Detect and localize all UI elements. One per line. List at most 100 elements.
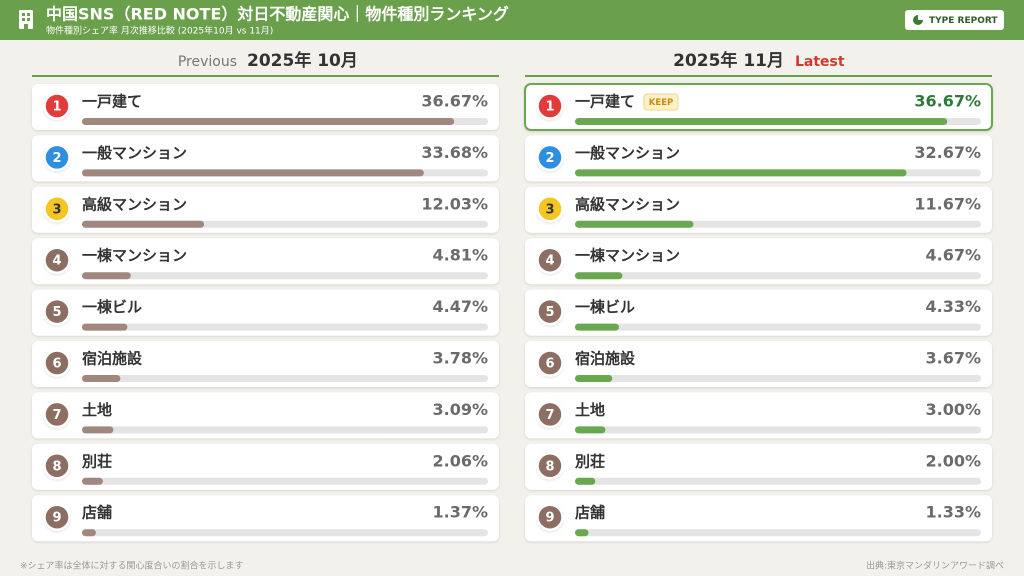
category-label: 一戸建て [82, 93, 142, 111]
category-label: 宿泊施設 [575, 350, 636, 368]
category-label: 店舗 [575, 504, 605, 522]
value-label: 4.67% [925, 246, 981, 265]
bar-track [575, 477, 981, 485]
panel-label: Previous [178, 54, 237, 70]
bar-track [575, 323, 981, 331]
building-icon [19, 10, 33, 29]
value-label: 4.33% [925, 297, 981, 316]
rank-number: 9 [545, 511, 554, 526]
rank-number: 5 [545, 305, 554, 320]
bar [575, 426, 606, 434]
rank-circle [43, 246, 71, 274]
bar [575, 529, 589, 537]
rank-circle [43, 143, 71, 172]
rank-circle [43, 92, 71, 120]
value-label: 3.00% [925, 400, 981, 419]
category-label: 一戸建て [575, 93, 635, 111]
bar [82, 169, 424, 177]
rank-circle [43, 349, 71, 377]
category-label: 一般マンション [575, 144, 680, 162]
type-report-button[interactable]: TYPE REPORT [905, 10, 1004, 30]
value-label: 3.78% [432, 349, 488, 368]
rank-circle [536, 400, 564, 429]
button-bg[interactable] [905, 10, 1004, 30]
rank-number: 6 [545, 357, 554, 372]
rank-circle [536, 246, 564, 274]
category-label: 別荘 [574, 452, 605, 470]
value-label: 2.06% [432, 451, 488, 470]
value-label: 12.03% [421, 194, 488, 213]
badge-label: KEEP [649, 98, 673, 108]
value-label: 36.67% [914, 92, 981, 111]
footer-source: 出典:東京マンダリンアワード調べ [866, 560, 1004, 572]
value-label: 32.67% [914, 143, 981, 162]
value-label: 3.09% [432, 400, 488, 419]
category-label: 一般マンション [82, 144, 187, 162]
header-subtitle: 物件種別シェア率 月次推移比較 (2025年10月 vs 11月) [46, 25, 273, 37]
bar-track [575, 529, 981, 537]
rank-number: 2 [545, 151, 554, 166]
badge-bg [643, 93, 679, 111]
rank-number: 2 [52, 151, 61, 166]
bar [575, 272, 623, 280]
rank-circle [536, 195, 564, 223]
bar-track [82, 477, 488, 485]
bar [575, 118, 948, 125]
bar [575, 375, 613, 382]
bar-track [82, 323, 488, 331]
rank-number: 8 [52, 459, 61, 474]
bar [82, 529, 96, 537]
panel-rule [32, 75, 499, 77]
rank-number: 3 [52, 202, 61, 217]
bar-track [575, 426, 981, 434]
value-label: 33.68% [421, 143, 488, 162]
bar-track [575, 272, 981, 280]
bar [575, 323, 619, 331]
rank-number: 4 [545, 254, 554, 269]
category-label: 別荘 [81, 452, 112, 470]
panel-title: 2025年 10月 [247, 50, 358, 71]
bar [82, 118, 455, 125]
category-label: 店舗 [82, 504, 112, 522]
bar-track [82, 375, 488, 382]
bar-track [575, 375, 981, 382]
header-title: 中国SNS（RED NOTE）対日不動産関心｜物件種別ランキング [46, 5, 509, 24]
footer-note: ※シェア率は全体に対する関心度合いの割合を示します [20, 560, 244, 572]
rank-number: 3 [545, 202, 554, 217]
rank-circle [536, 452, 564, 480]
rank-circle [43, 400, 71, 429]
category-label: 高級マンション [82, 195, 187, 213]
value-label: 3.67% [925, 349, 981, 368]
button-label[interactable]: TYPE REPORT [929, 16, 998, 26]
bar-track [82, 272, 488, 280]
bar [82, 272, 131, 280]
button-icon-slice[interactable] [918, 15, 923, 20]
value-label: 11.67% [914, 194, 981, 213]
panel-title: 2025年 11月 [673, 50, 784, 71]
bar [575, 220, 694, 228]
rank-number: 1 [52, 100, 61, 115]
category-label: 一棟ビル [82, 298, 142, 316]
value-label: 4.81% [432, 246, 488, 265]
bar [82, 477, 103, 485]
rank-circle [43, 452, 71, 480]
bar-track [82, 426, 488, 434]
value-label: 4.47% [432, 297, 488, 316]
bar [82, 323, 128, 331]
category-label: 高級マンション [575, 195, 680, 213]
value-label: 2.00% [925, 451, 981, 470]
bar-track [82, 529, 488, 537]
rank-circle [536, 503, 564, 531]
category-label: 宿泊施設 [82, 350, 143, 368]
rank-number: 7 [52, 408, 61, 423]
rank-number: 7 [545, 408, 554, 423]
rank-number: 6 [52, 357, 61, 372]
value-label: 1.37% [432, 503, 488, 522]
rank-number: 4 [52, 254, 61, 269]
category-label: 一棟マンション [82, 247, 187, 265]
panel-label: Latest [795, 54, 845, 70]
rank-circle [536, 143, 564, 172]
category-label: 一棟マンション [575, 247, 680, 265]
category-label: 土地 [575, 401, 605, 419]
